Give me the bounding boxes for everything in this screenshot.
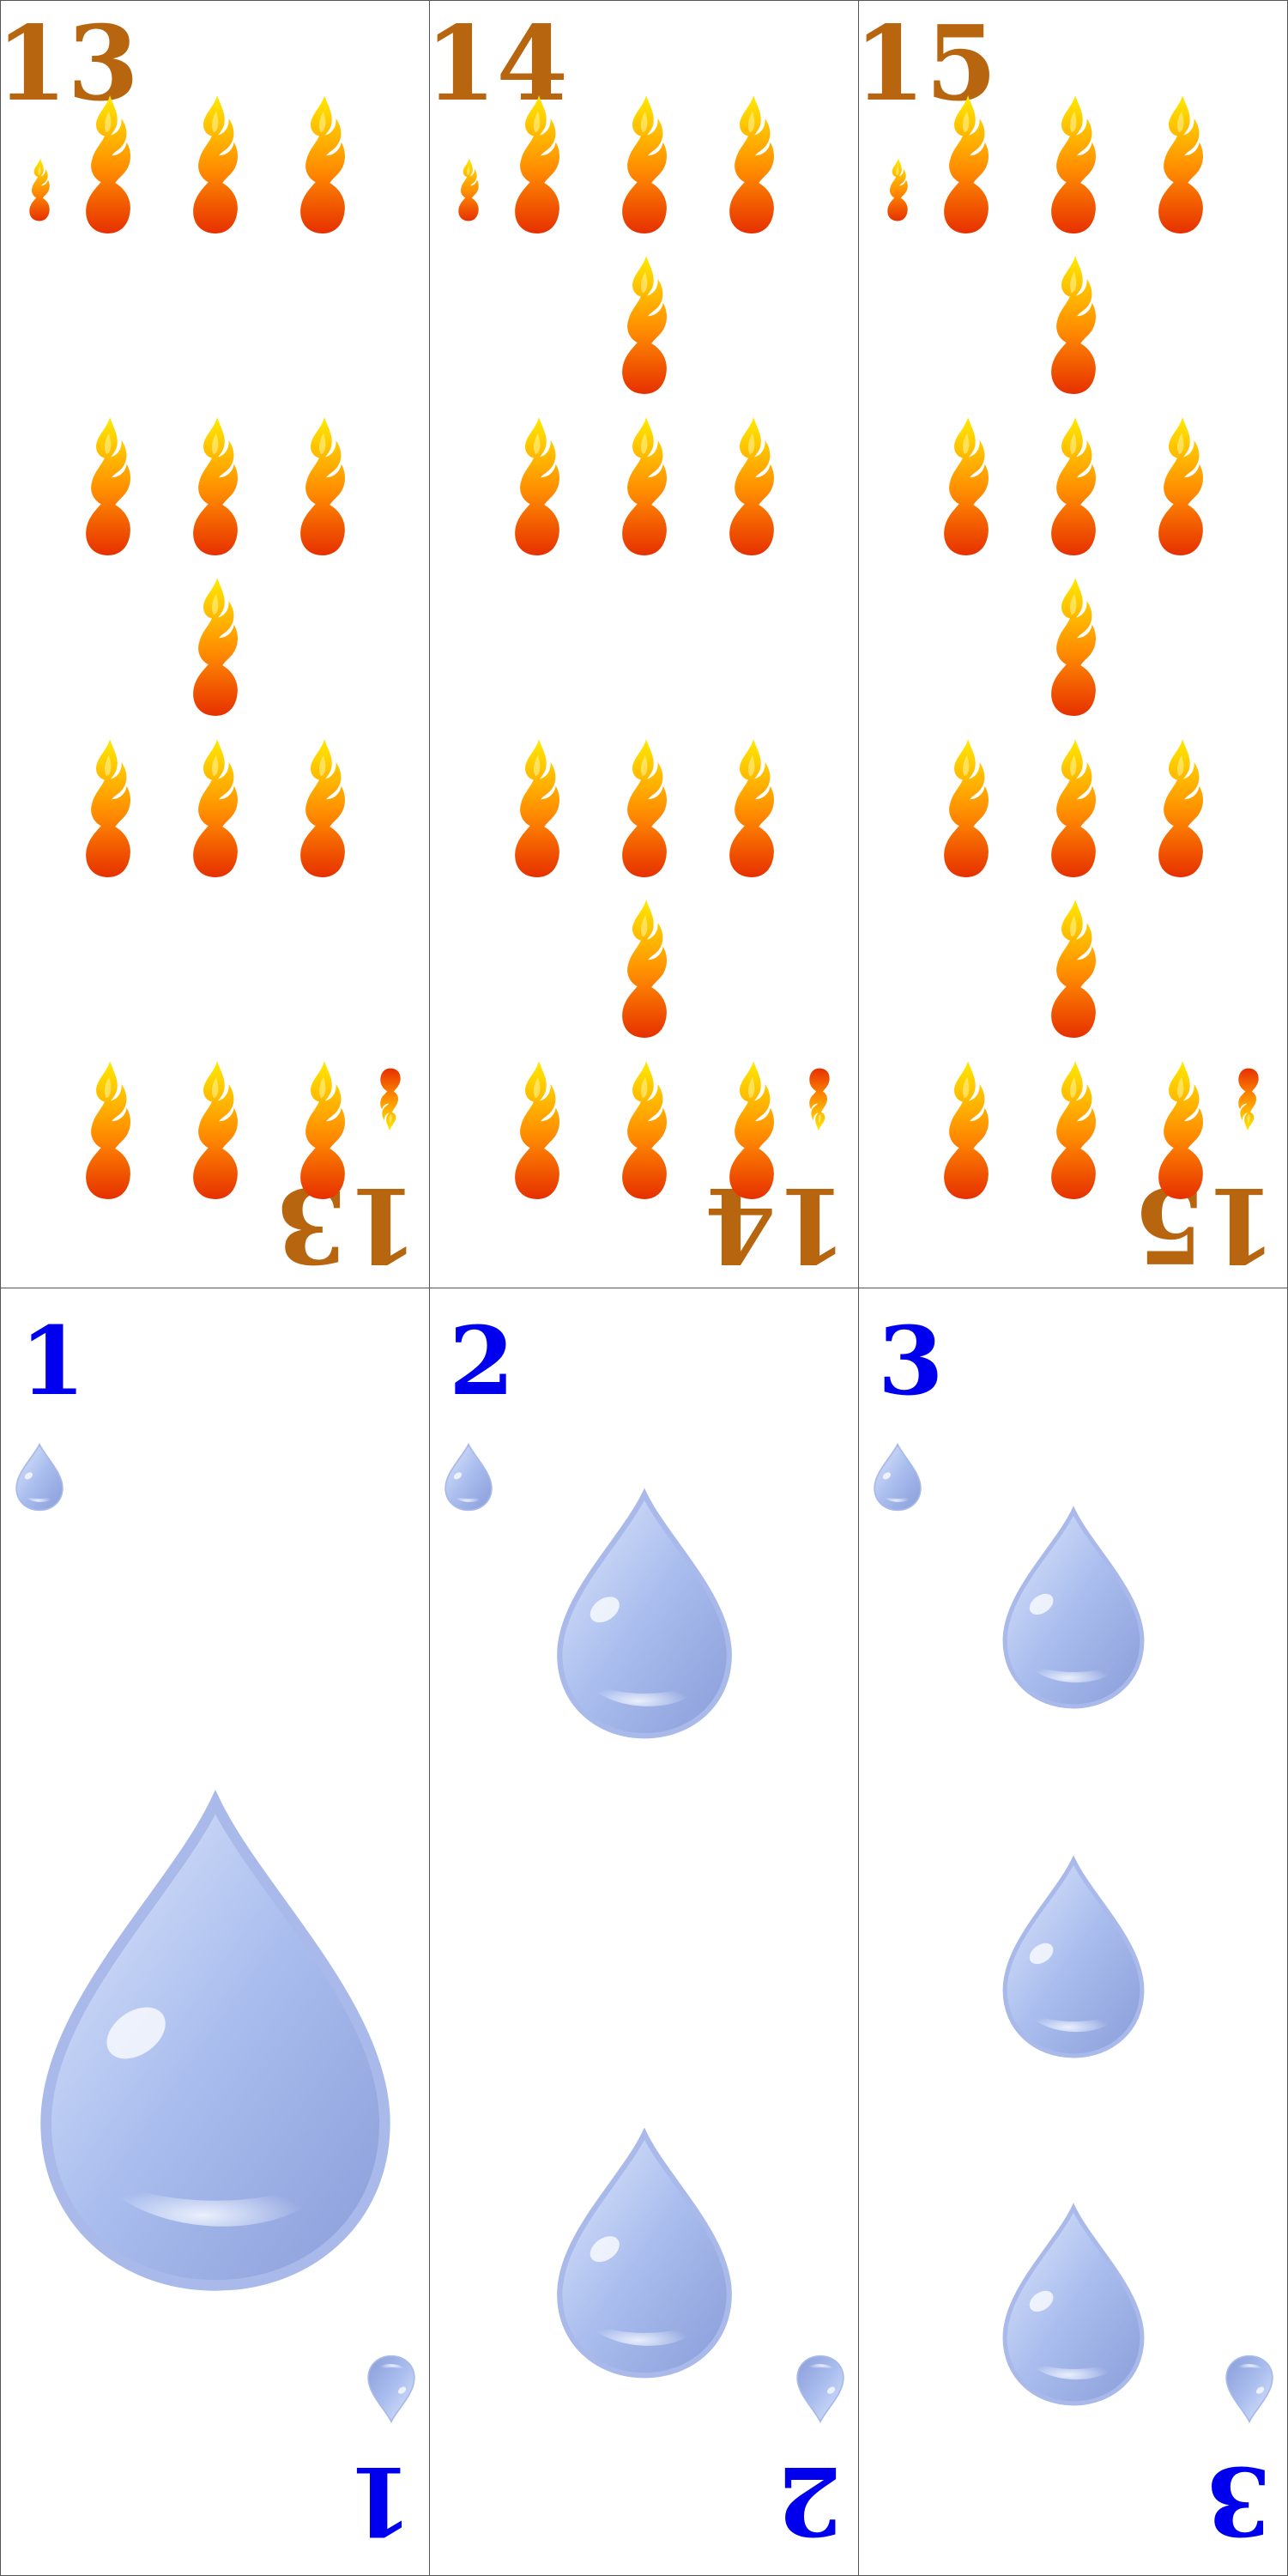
flame-icon (27, 155, 51, 224)
water-drop-icon (444, 1442, 493, 1512)
rank-top: 2 (449, 1306, 515, 1416)
water-drop-icon (554, 2127, 735, 2381)
flame-icon (189, 737, 242, 879)
flame-icon (1154, 94, 1207, 235)
water-drop-icon (35, 1790, 396, 2297)
flame-icon (1047, 254, 1100, 396)
flame-icon (1047, 576, 1100, 718)
flame-icon (618, 94, 671, 235)
water-drop-icon (1225, 2355, 1274, 2424)
flame-icon (82, 415, 135, 557)
flame-icon (725, 1059, 778, 1201)
flame-icon (511, 94, 564, 235)
water-drop-icon (554, 1488, 735, 1742)
water-drop-icon (795, 2355, 845, 2424)
flame-icon (189, 576, 242, 718)
flame-icon (1047, 1059, 1100, 1201)
rank-top: 14 (429, 3, 568, 124)
water-drop-icon (366, 2355, 416, 2424)
flame-icon (618, 1059, 671, 1201)
flame-icon (618, 415, 671, 557)
rank-bottom: 2 (777, 2446, 843, 2556)
rank-top: 15 (858, 3, 997, 124)
flame-icon (725, 94, 778, 235)
rank-top: 1 (20, 1306, 86, 1416)
flame-icon (725, 737, 778, 879)
flame-icon (296, 1059, 349, 1201)
rank-bottom: 3 (1206, 2446, 1272, 2556)
card-water-3[interactable]: 3 3 (858, 1288, 1288, 2576)
flame-icon (725, 415, 778, 557)
flame-icon (1154, 415, 1207, 557)
rank-bottom: 1 (348, 2446, 414, 2556)
flame-icon (1047, 415, 1100, 557)
flame-icon (82, 737, 135, 879)
water-drop-icon (873, 1442, 922, 1512)
flame-icon (886, 155, 910, 224)
flame-icon (940, 737, 993, 879)
flame-icon (82, 1059, 135, 1201)
flame-icon (296, 94, 349, 235)
flame-icon (940, 94, 993, 235)
flame-icon (940, 415, 993, 557)
flame-icon (296, 415, 349, 557)
flame-icon (1154, 737, 1207, 879)
flame-icon (618, 254, 671, 396)
flame-icon (1047, 94, 1100, 235)
flame-icon (618, 898, 671, 1039)
flame-icon (940, 1059, 993, 1201)
flame-icon (1047, 898, 1100, 1039)
water-drop-icon (1001, 1506, 1146, 1712)
flame-icon (82, 94, 135, 235)
flame-icon (1237, 1065, 1261, 1134)
flame-icon (378, 1065, 402, 1134)
water-drop-icon (15, 1442, 64, 1512)
rank-top: 3 (878, 1306, 944, 1416)
rank-top: 13 (0, 3, 139, 124)
flame-icon (1154, 1059, 1207, 1201)
card-fire-13[interactable]: 13 13 (0, 0, 430, 1288)
flame-icon (807, 1065, 831, 1134)
flame-icon (511, 1059, 564, 1201)
flame-icon (1047, 737, 1100, 879)
flame-icon (189, 415, 242, 557)
card-water-1[interactable]: 1 1 (0, 1288, 430, 2576)
flame-icon (296, 737, 349, 879)
card-water-2[interactable]: 2 2 (429, 1288, 859, 2576)
water-drop-icon (1001, 2203, 1146, 2409)
card-fire-15[interactable]: 15 15 (858, 0, 1288, 1288)
flame-icon (511, 737, 564, 879)
flame-icon (189, 1059, 242, 1201)
water-drop-icon (1001, 1855, 1146, 2061)
flame-icon (511, 415, 564, 557)
card-fire-14[interactable]: 14 14 (429, 0, 859, 1288)
flame-icon (618, 737, 671, 879)
flame-icon (457, 155, 481, 224)
flame-icon (189, 94, 242, 235)
